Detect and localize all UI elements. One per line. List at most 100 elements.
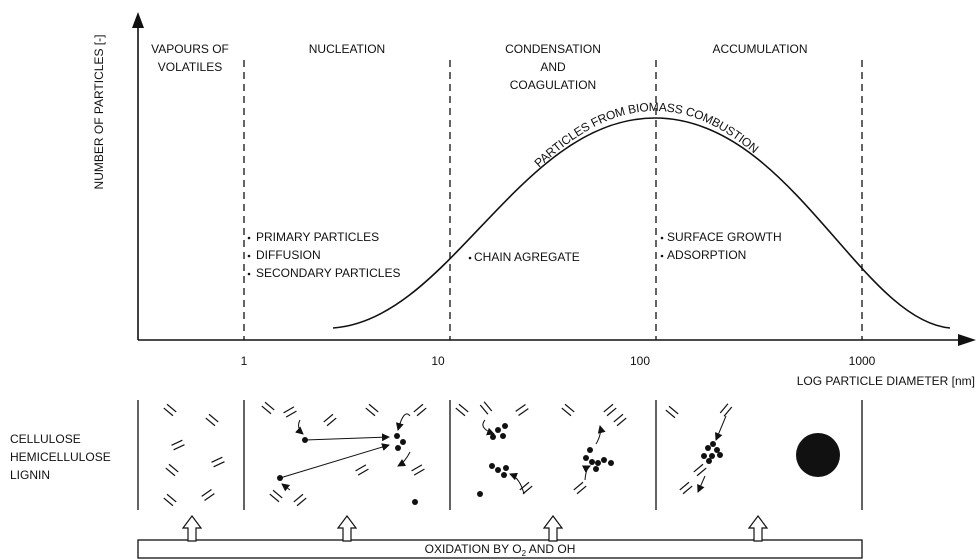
molecule	[324, 414, 333, 422]
x-tick-label: 100	[630, 354, 650, 368]
hollow-arrow	[183, 516, 201, 541]
region-title: COAGULATION	[510, 78, 596, 92]
molecule	[697, 468, 706, 476]
molecule	[174, 445, 185, 450]
molecule	[607, 408, 616, 416]
particle	[593, 466, 599, 472]
molecule	[265, 402, 274, 410]
curved-arrow	[585, 466, 590, 480]
note: SURFACE GROWTH	[667, 230, 782, 244]
particle	[601, 457, 607, 463]
fuel-label: HEMICELLULOSE	[10, 450, 111, 464]
particle	[495, 427, 501, 433]
particle	[395, 445, 401, 451]
particle	[495, 467, 501, 473]
molecule	[169, 464, 178, 472]
y-label: NUMBER OF PARTICLES [-]	[92, 35, 106, 190]
molecule	[212, 457, 223, 462]
molecule	[327, 418, 336, 426]
molecule	[205, 494, 215, 501]
distribution-curve	[333, 118, 950, 328]
notes: PRIMARY PARTICLES DIFFUSION SECONDARY PA…	[248, 230, 782, 280]
curved-arrow	[299, 420, 303, 434]
note: PRIMARY PARTICLES	[256, 230, 379, 244]
molecule	[206, 418, 215, 426]
dividers	[244, 60, 862, 340]
region-title: CONDENSATION	[505, 42, 601, 56]
particle-sketches	[164, 402, 840, 506]
particle	[394, 433, 400, 439]
curved-arrow	[510, 474, 524, 494]
molecule	[164, 408, 173, 416]
molecule	[166, 468, 175, 476]
molecule	[414, 404, 423, 412]
molecule	[694, 464, 703, 472]
region-title: ACCUMULATION	[712, 42, 807, 56]
molecule	[209, 414, 218, 422]
x-tick-label: 1000	[849, 354, 876, 368]
panel-separators	[138, 400, 862, 510]
curved-arrow	[596, 426, 601, 444]
curved-arrow	[282, 484, 290, 490]
process-text: OXIDATION BY O	[425, 542, 522, 556]
molecule	[417, 408, 426, 416]
region-title: VAPOURS OF	[151, 42, 229, 56]
molecule	[480, 405, 488, 414]
particle	[589, 459, 595, 465]
molecule	[356, 465, 366, 471]
molecule	[167, 404, 176, 412]
arrow	[305, 437, 389, 440]
fuel-label: LIGNIN	[10, 468, 50, 482]
note: CHAIN AGREGATE	[474, 250, 580, 264]
molecule	[369, 404, 378, 412]
particle	[608, 460, 614, 466]
molecule	[523, 486, 532, 494]
note: DIFFUSION	[256, 248, 321, 262]
process-text-end: AND OH	[526, 542, 575, 556]
process-bar: OXIDATION BY O2 AND OH	[138, 516, 862, 558]
x-tick-label: 10	[431, 354, 445, 368]
molecule	[167, 494, 176, 502]
molecule	[459, 404, 468, 412]
molecule	[366, 408, 375, 416]
particle	[710, 441, 716, 447]
process-label: OXIDATION BY O2 AND OH	[425, 542, 576, 558]
molecule	[516, 405, 526, 412]
molecule	[614, 414, 623, 422]
x-arrow	[958, 334, 976, 346]
axes: NUMBER OF PARTICLES [-] LOG PARTICLE DIA…	[92, 12, 976, 388]
molecule	[164, 498, 173, 506]
particle	[501, 472, 507, 478]
fuel-labels: CELLULOSE HEMICELLULOSE LIGNIN	[10, 432, 111, 482]
molecule	[286, 411, 296, 417]
molecule	[562, 408, 571, 416]
particle	[400, 439, 406, 445]
molecule	[680, 482, 689, 490]
molecule	[724, 407, 732, 416]
particle	[709, 453, 715, 459]
molecule	[294, 494, 303, 502]
molecule	[456, 408, 465, 416]
curved-arrow	[398, 452, 410, 466]
particle	[490, 434, 496, 440]
molecule	[484, 402, 492, 411]
molecule	[519, 409, 529, 416]
molecule	[284, 407, 294, 413]
arrow	[716, 416, 726, 440]
particle	[503, 465, 509, 471]
molecule	[565, 404, 574, 412]
particle	[714, 447, 720, 453]
particle	[587, 447, 593, 453]
particle	[595, 460, 601, 466]
molecule	[412, 465, 422, 471]
molecule	[669, 406, 678, 414]
note: ADSORPTION	[667, 248, 746, 262]
molecule	[273, 490, 282, 498]
large-particle	[796, 433, 840, 477]
molecule	[202, 490, 212, 497]
hollow-arrow	[338, 516, 356, 541]
molecule	[297, 498, 306, 506]
hollow-arrow	[749, 516, 767, 541]
x-tick-label: 1	[241, 354, 248, 368]
particle	[706, 458, 712, 464]
